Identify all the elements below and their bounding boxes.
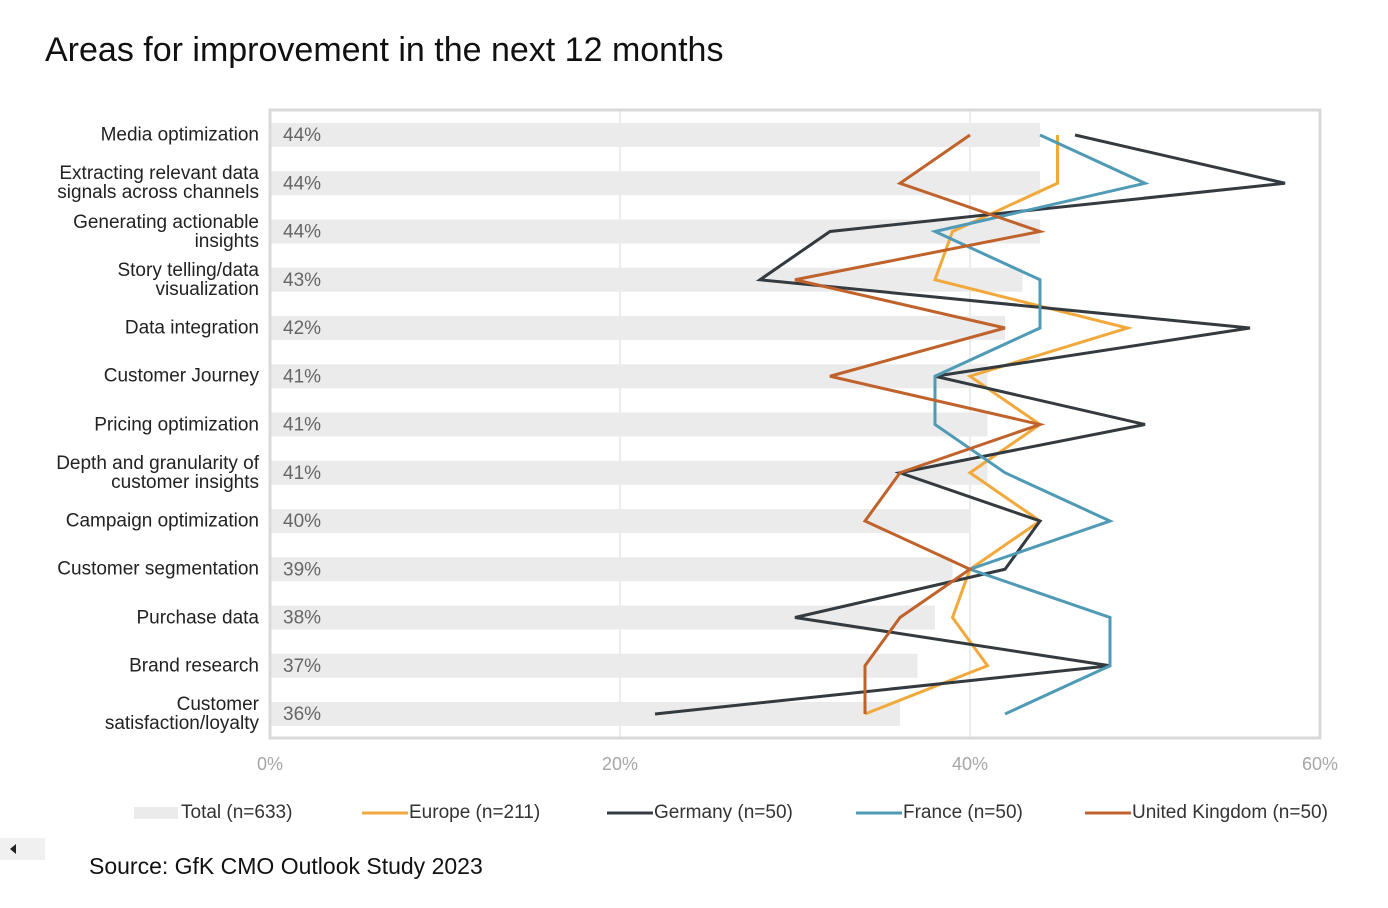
y-tick-label: Pricing optimization <box>94 414 259 435</box>
data-label: 42% <box>283 318 321 339</box>
bar <box>270 267 1023 292</box>
scroll-widget <box>0 838 45 860</box>
scroll-arrow <box>10 844 16 854</box>
bar <box>270 557 953 582</box>
data-label: 40% <box>283 511 321 532</box>
legend-label: Germany (n=50) <box>654 802 793 823</box>
bar <box>270 219 1040 244</box>
data-label: 44% <box>283 125 321 146</box>
y-tick-label: Customer segmentation <box>57 558 259 580</box>
source: Source: GfK CMO Outlook Study 2023 <box>89 853 483 879</box>
y-tick-label: Customer satisfaction/loyalty <box>104 694 259 734</box>
chart-title: Areas for improvement in the next 12 mon… <box>45 31 723 69</box>
x-tick-label: 20% <box>602 754 638 774</box>
legend-swatch <box>134 807 178 819</box>
line <box>794 133 1046 714</box>
y-tick-label: Depth and granularity of customer insigh… <box>56 452 259 493</box>
line <box>654 133 1286 716</box>
y-tick-label: Generating actionable insights <box>73 211 259 252</box>
y-tick-label: Media optimization <box>100 124 259 146</box>
bar <box>270 702 900 726</box>
line <box>930 133 1150 716</box>
data-label: 41% <box>283 366 321 387</box>
data-label: 38% <box>283 608 321 629</box>
bar <box>270 460 988 485</box>
bar <box>270 412 988 437</box>
legend-label: United Kingdom (n=50) <box>1132 802 1328 823</box>
y-tick-label: Data integration <box>124 317 259 339</box>
x-tick-label: 0% <box>257 754 283 774</box>
legend-label: Total (n=633) <box>181 802 292 823</box>
bar <box>270 653 918 678</box>
bar <box>270 509 970 533</box>
data-label: 43% <box>283 270 321 291</box>
data-label: 41% <box>283 415 321 436</box>
data-label: 36% <box>283 704 321 725</box>
x-tick-label: 40% <box>952 754 988 774</box>
legend-label: Europe (n=211) <box>409 802 540 823</box>
bar <box>270 316 1005 340</box>
y-tick-label: Story telling/data visualization <box>117 259 259 300</box>
y-tick-label: Customer Journey <box>103 365 259 387</box>
x-tick-label: 60% <box>1302 754 1338 774</box>
y-tick-label: Brand research <box>129 655 259 677</box>
data-label: 39% <box>283 559 321 580</box>
bar <box>270 123 1040 147</box>
data-label: 37% <box>283 656 321 677</box>
data-label: 41% <box>283 463 321 484</box>
y-tick-label: Extracting relevant data signals across … <box>57 163 259 204</box>
y-tick-label: Campaign optimization <box>65 510 259 532</box>
plot-border <box>268 108 1322 740</box>
y-tick-label: Purchase data <box>136 607 259 628</box>
data-label: 44% <box>283 173 321 194</box>
bar <box>270 364 988 389</box>
legend-label: France (n=50) <box>903 802 1023 823</box>
data-label: 44% <box>283 222 321 243</box>
